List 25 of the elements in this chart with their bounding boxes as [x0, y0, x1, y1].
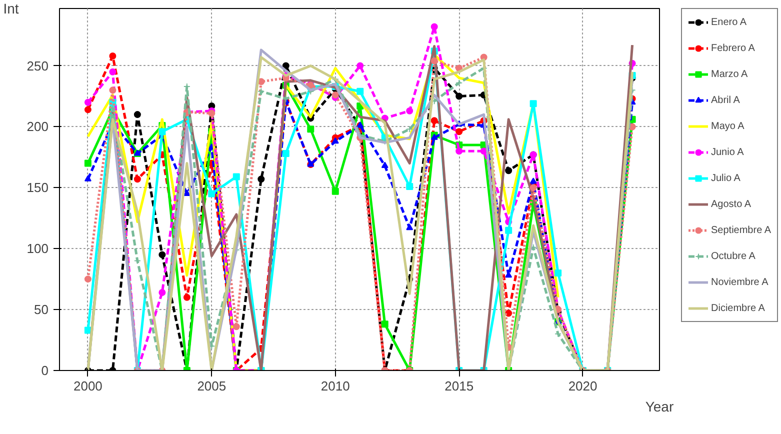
y-tick-label: 0: [41, 363, 49, 378]
y-axis-title: Int: [3, 0, 19, 16]
legend-label: Enero A: [711, 16, 747, 29]
y-tick-label: 50: [34, 302, 49, 318]
legend-label: Agosto A: [711, 198, 752, 211]
legend-label: Julio A: [711, 172, 740, 185]
legend-label: Marzo A: [711, 68, 748, 81]
legend-label: Abril A: [711, 94, 740, 107]
x-tick-label: 2010: [320, 378, 350, 394]
legend-label: Diciembre A: [711, 302, 765, 315]
legend-label: Octubre A: [711, 250, 756, 263]
x-tick-label: 2015: [444, 378, 474, 394]
legend-label: Septiembre A: [711, 224, 772, 237]
x-tick-label: 2020: [568, 378, 598, 394]
x-axis-title: Year: [645, 398, 674, 414]
legend-label: Junio A: [711, 146, 744, 159]
y-tick-label: 100: [26, 241, 49, 256]
x-tick-label: 2000: [73, 378, 102, 394]
x-tick-label: 2005: [197, 378, 226, 394]
y-tick-label: 200: [26, 119, 49, 134]
legend-label: Febrero A: [711, 42, 755, 55]
legend-label: Noviembre A: [711, 276, 768, 289]
y-tick-label: 150: [26, 180, 49, 196]
legend-label: Mayo A: [711, 120, 744, 133]
y-tick-label: 250: [26, 58, 49, 74]
